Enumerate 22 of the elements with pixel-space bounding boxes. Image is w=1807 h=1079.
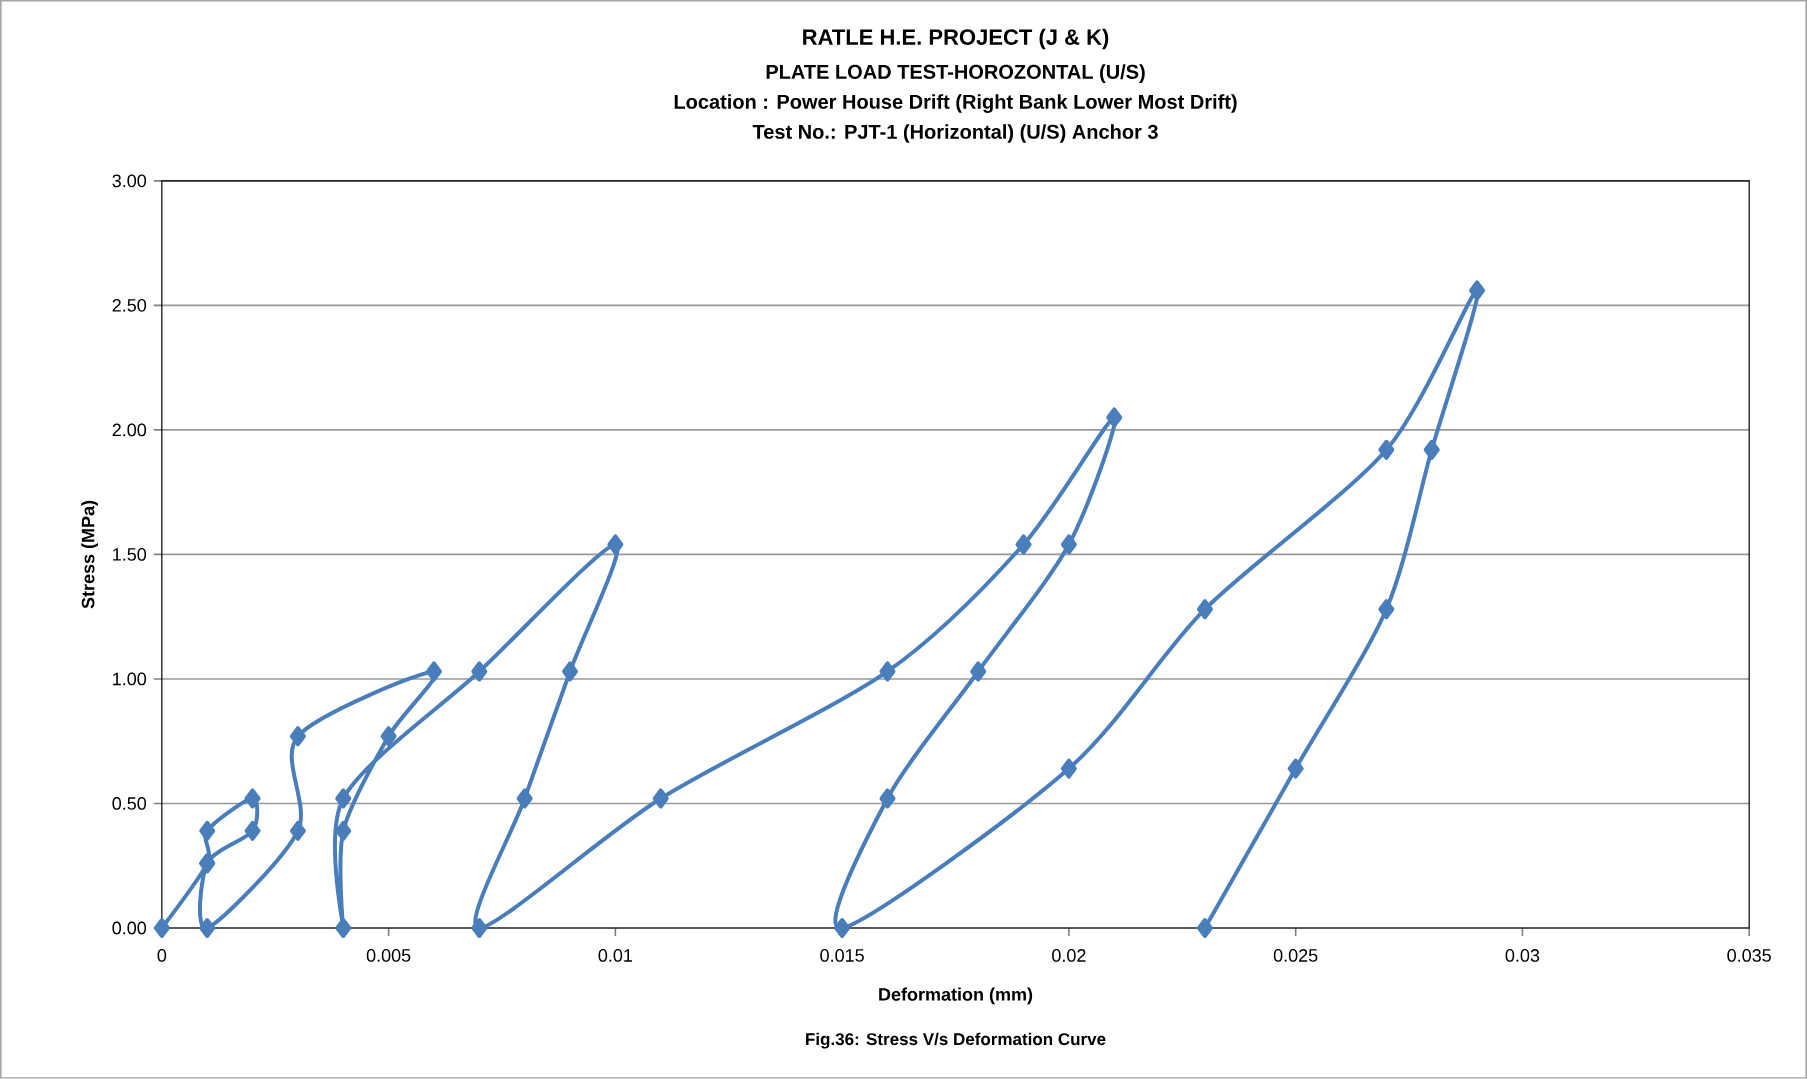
x-tick-label: 0.02 xyxy=(1052,949,1086,962)
chart-subtitle: PLATE LOAD TEST-HOROZONTAL (U/S) xyxy=(766,64,1145,83)
x-tick-label: 0.025 xyxy=(1273,949,1318,962)
y-tick-label: 3.00 xyxy=(112,174,147,188)
y-tick-label: 1.50 xyxy=(113,548,147,561)
y-tick-label: 0.50 xyxy=(112,797,147,810)
text: Test No.: PJT-1 (Horizontal) (U/S) Anchor 3 xyxy=(752,124,1158,143)
caption: Fig.36: Stress V/s Deformation Curve xyxy=(806,1032,1106,1049)
y-tick-label: 2.00 xyxy=(112,423,147,437)
x-tick-label: 0.015 xyxy=(820,949,864,962)
y-tick-label: 2.50 xyxy=(112,299,147,312)
x-tick-label: 0.03 xyxy=(1505,949,1540,962)
x-tick-label: 0.005 xyxy=(366,949,411,962)
y-tick-label: 0.00 xyxy=(112,921,147,935)
x-tick-label: 0.01 xyxy=(598,949,633,962)
x-axis-title: Deformation (mm) xyxy=(879,987,1033,1005)
text: Location : Power House Drift (Right Bank Lower Most Drift) xyxy=(674,94,1237,113)
x-tick-label: 0.035 xyxy=(1727,949,1771,962)
y-axis-title: Stress (MPa) xyxy=(81,500,98,609)
y-tick-label: 1.00 xyxy=(113,672,147,686)
x-tick-label: 0 xyxy=(157,949,167,962)
chart-title: RATLE H.E. PROJECT (J & K) xyxy=(803,28,1109,50)
